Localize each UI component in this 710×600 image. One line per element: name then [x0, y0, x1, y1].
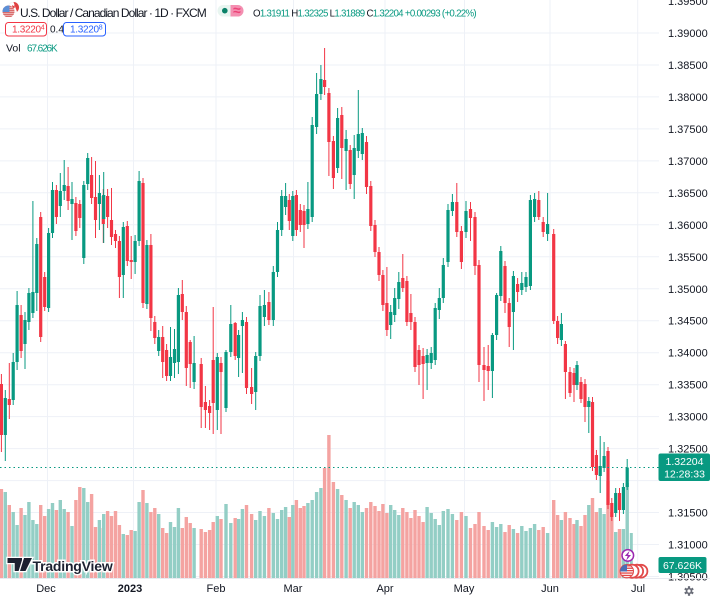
svg-text:O1.31911 H1.32325 L1.31889: O1.31911 H1.32325 L1.31889 C1.32204 +0.0…: [253, 9, 476, 20]
svg-text:Jun: Jun: [541, 583, 559, 595]
svg-text:1.34500: 1.34500: [668, 316, 708, 328]
svg-text:May: May: [454, 583, 475, 595]
svg-text:1.35000: 1.35000: [668, 284, 708, 296]
svg-text:1.31500: 1.31500: [668, 508, 708, 520]
svg-text:Jul: Jul: [631, 583, 645, 595]
svg-text:1.36000: 1.36000: [668, 220, 708, 232]
svg-text:Apr: Apr: [376, 583, 393, 595]
svg-text:Vol: Vol: [6, 43, 21, 55]
svg-text:1.32204: 1.32204: [12, 25, 45, 36]
svg-text:2023: 2023: [118, 583, 142, 595]
svg-text:U.S. Dollar / Canadian Dollar: U.S. Dollar / Canadian Dollar · 1D · FXC…: [20, 6, 207, 20]
svg-text:Feb: Feb: [207, 583, 226, 595]
svg-text:≈: ≈: [233, 2, 241, 18]
svg-text:Dec: Dec: [36, 583, 56, 595]
svg-text:1.38000: 1.38000: [668, 92, 708, 104]
svg-text:TradingView: TradingView: [33, 558, 113, 574]
svg-text:1.33500: 1.33500: [668, 380, 708, 392]
svg-text:1.33000: 1.33000: [668, 412, 708, 424]
svg-text:1.34000: 1.34000: [668, 348, 708, 360]
svg-text:1.32500: 1.32500: [668, 444, 708, 456]
svg-text:Mar: Mar: [284, 583, 303, 595]
svg-text:1.32204: 1.32204: [666, 456, 704, 468]
svg-text:1.32208: 1.32208: [70, 25, 103, 36]
svg-text:67.626K: 67.626K: [27, 44, 58, 55]
svg-text:12:28:33: 12:28:33: [664, 469, 705, 481]
svg-text:1.35500: 1.35500: [668, 252, 708, 264]
svg-text:1.30500: 1.30500: [668, 572, 708, 584]
svg-text:0.4: 0.4: [50, 25, 64, 36]
svg-text:1.39000: 1.39000: [668, 28, 708, 40]
svg-text:1.38500: 1.38500: [668, 60, 708, 72]
svg-text:1.37500: 1.37500: [668, 124, 708, 136]
svg-text:67.626K: 67.626K: [663, 560, 702, 572]
svg-text:1.37000: 1.37000: [668, 156, 708, 168]
svg-text:1.39500: 1.39500: [668, 0, 708, 8]
svg-text:1.31000: 1.31000: [668, 540, 708, 552]
svg-text:1.36500: 1.36500: [668, 188, 708, 200]
